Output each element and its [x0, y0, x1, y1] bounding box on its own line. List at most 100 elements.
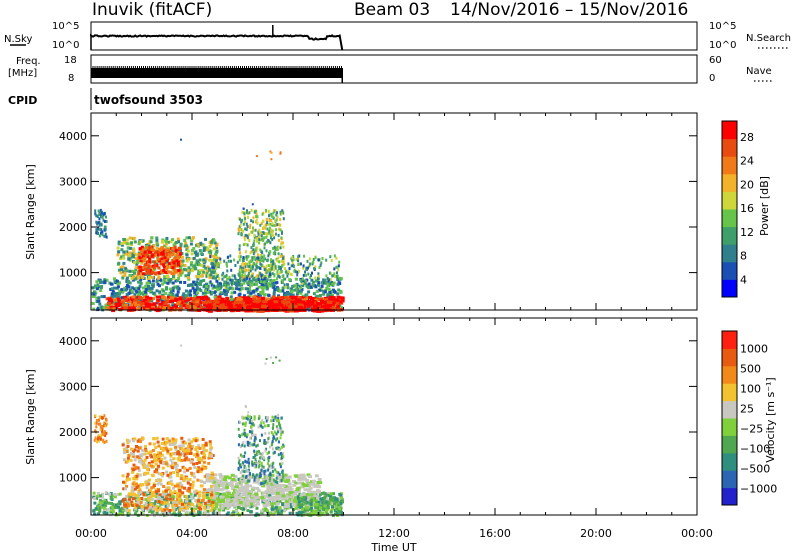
- echo-cell: [277, 233, 280, 237]
- echo-cell: [138, 296, 143, 300]
- echo-cell: [300, 485, 305, 489]
- echo-cell: [103, 234, 106, 238]
- echo-cell: [101, 233, 104, 237]
- echo-cell: [157, 271, 161, 275]
- echo-cell: [150, 510, 154, 514]
- echo-cell: [239, 488, 244, 492]
- echo-cell: [267, 482, 272, 486]
- echo-cell: [280, 269, 283, 273]
- echo-cell: [172, 272, 176, 276]
- echo-cell: [121, 499, 125, 503]
- echo-cell: [227, 287, 231, 291]
- echo-cell: [219, 290, 223, 294]
- echo-cell: [289, 272, 292, 276]
- echo-cell: [130, 277, 134, 281]
- echo-cell: [132, 275, 136, 279]
- echo-cell: [291, 293, 295, 297]
- echo-cell: [244, 309, 250, 313]
- echo-cell: [127, 500, 131, 504]
- echo-cell: [110, 292, 114, 296]
- echo-cell: [276, 215, 279, 219]
- echo-cell: [174, 305, 178, 309]
- echo-cell: [157, 472, 161, 476]
- echo-cell: [276, 499, 280, 503]
- echo-cell: [314, 298, 319, 302]
- echo-cell: [268, 488, 273, 492]
- echo-cell: [271, 272, 274, 276]
- echo-cell: [292, 258, 295, 262]
- echo-cell: [243, 215, 246, 219]
- echo-cell: [236, 503, 241, 506]
- echo-cell: [184, 244, 188, 248]
- echo-cell: [286, 506, 290, 510]
- colorbar-tick: 24: [740, 155, 754, 168]
- echo-cell: [246, 290, 250, 294]
- freq-label-1: Freq.: [16, 56, 41, 67]
- echo-cell: [148, 296, 153, 300]
- echo-cell: [171, 286, 175, 290]
- echo-cell: [269, 268, 272, 272]
- echo-cell: [254, 263, 257, 267]
- echo-cell: [215, 492, 220, 495]
- echo-cell: [278, 499, 282, 503]
- echo-cell: [256, 239, 258, 243]
- echo-cell: [229, 254, 232, 258]
- echo-cell: [200, 296, 204, 300]
- echo-cell: [111, 503, 115, 507]
- echo-cell: [219, 479, 224, 483]
- echo-cell: [185, 301, 189, 304]
- echo-cell: [263, 246, 266, 250]
- date-range-title: 14/Nov/2016 – 15/Nov/2016: [450, 0, 688, 20]
- echo-cell: [250, 249, 253, 253]
- echo-cell: [108, 492, 112, 496]
- echo-cell: [325, 497, 329, 501]
- echo-cell: [261, 255, 264, 259]
- echo-cell: [324, 298, 329, 301]
- echo-cell: [116, 282, 120, 286]
- echo-cell: [152, 248, 156, 252]
- echo-cell: [117, 261, 121, 265]
- echo-cell: [297, 296, 302, 300]
- echo-cell: [252, 228, 255, 232]
- echo-cell: [239, 270, 242, 274]
- echo-cell: [286, 291, 289, 295]
- echo-cell: [117, 505, 120, 509]
- echo-cell: [215, 279, 219, 283]
- echo-cell: [143, 306, 148, 310]
- echo-cell: [142, 259, 146, 263]
- echo-cell: [237, 496, 242, 499]
- echo-cell: [214, 285, 218, 289]
- echo-cell: [281, 286, 285, 290]
- echo-cell: [248, 262, 251, 266]
- echo-cell: [171, 249, 175, 253]
- echo-cell: [171, 259, 175, 263]
- echo-cell: [301, 482, 306, 486]
- echo-cell: [225, 490, 230, 494]
- echo-cell: [259, 248, 262, 252]
- echo-cell: [165, 460, 169, 464]
- echo-cell: [177, 487, 181, 491]
- echo-cell: [192, 280, 196, 284]
- echo-cell: [264, 242, 266, 246]
- echo-cell: [119, 271, 123, 275]
- echo-cell: [266, 259, 269, 263]
- echo-cell: [237, 232, 240, 236]
- echo-cell: [248, 499, 253, 503]
- echo-cell: [214, 253, 218, 256]
- echo-cell: [242, 256, 245, 259]
- echo-cell: [273, 245, 276, 249]
- echo-cell: [263, 231, 266, 235]
- echo-cell: [132, 247, 136, 251]
- echo-cell: [177, 512, 181, 516]
- echo-cell: [247, 268, 250, 272]
- echo-cell: [326, 292, 330, 296]
- echo-cell: [208, 273, 212, 277]
- echo-cell: [270, 478, 275, 482]
- echo-cell: [258, 302, 263, 306]
- echo-cell: [213, 291, 216, 294]
- echo-cell: [202, 258, 206, 262]
- echo-cell: [147, 299, 152, 303]
- echo-cell: [183, 452, 187, 456]
- echo-cell: [296, 300, 302, 304]
- echo-cell: [166, 295, 171, 299]
